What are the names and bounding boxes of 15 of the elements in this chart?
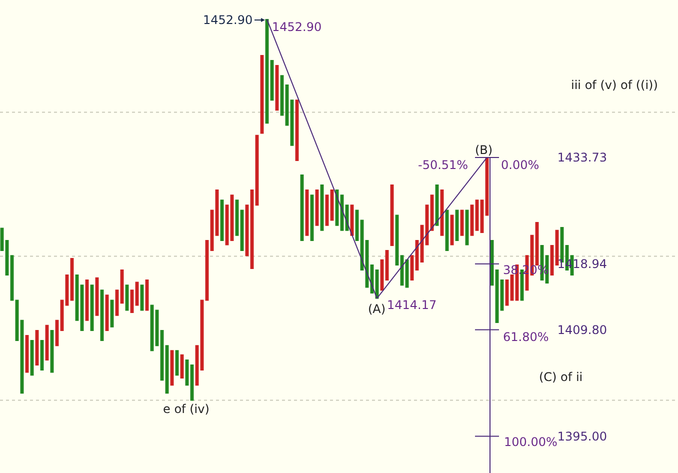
annotation: (A) xyxy=(368,302,386,316)
annotation: 0.00% xyxy=(501,158,540,172)
annotation: (B) xyxy=(475,143,493,157)
y-tick-label: 1395.00 xyxy=(557,429,607,444)
annotation: (C) of ii xyxy=(539,370,583,384)
annotation: -50.51% xyxy=(418,158,468,172)
annotation: 1452.90 xyxy=(203,13,253,27)
annotation: 1414.17 xyxy=(387,298,437,312)
annotation: 1452.90 xyxy=(272,20,322,34)
annotation: e of (iv) xyxy=(163,402,210,416)
annotation: 61.80% xyxy=(503,330,549,344)
annotation: iii of (v) of ((i)) xyxy=(571,78,658,92)
y-tick-label: 1409.80 xyxy=(557,322,607,337)
y-tick-label: 1433.73 xyxy=(557,150,607,165)
annotation: 100.00% xyxy=(504,435,558,449)
